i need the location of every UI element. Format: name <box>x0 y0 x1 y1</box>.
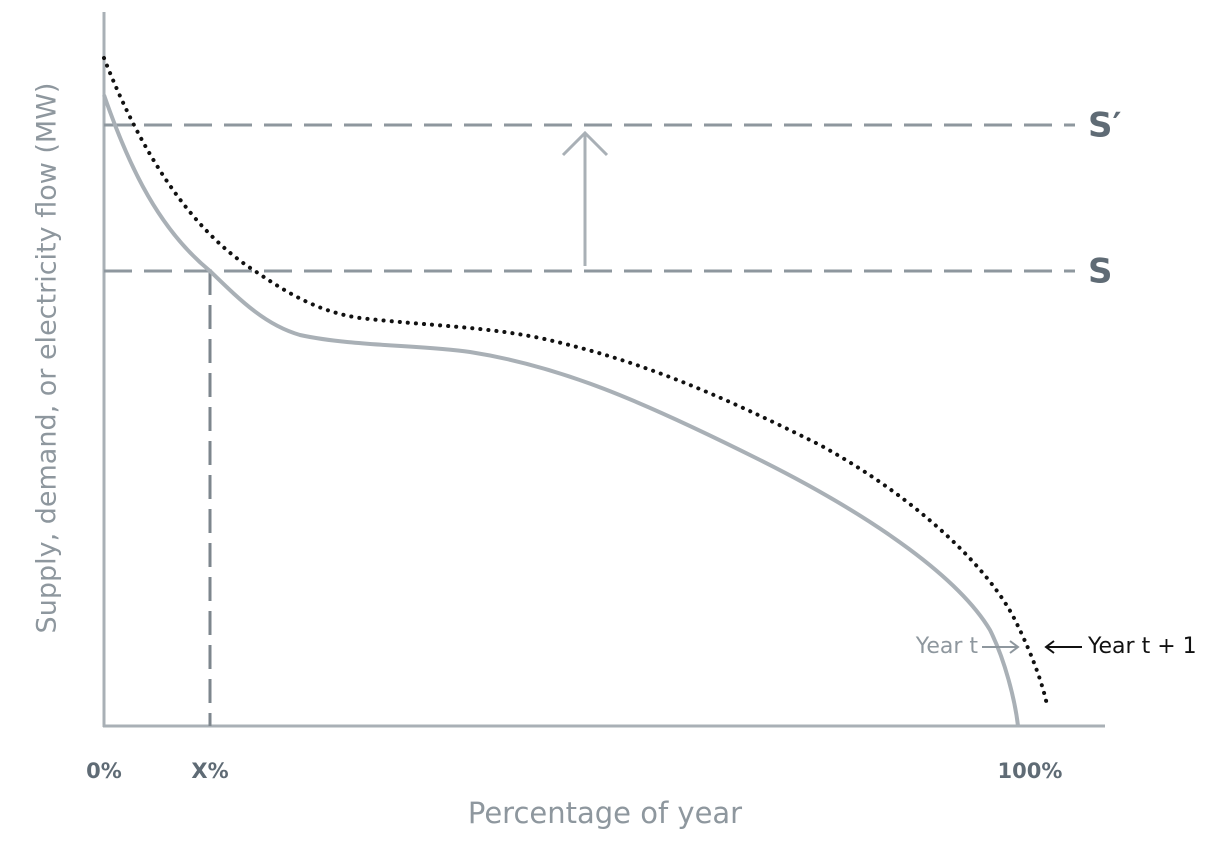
x-tick-label: 100% <box>998 759 1063 783</box>
x-axis-label: Percentage of year <box>468 796 742 830</box>
x-tick-label: X% <box>191 759 228 783</box>
shift-arrow <box>561 130 609 266</box>
y-axis-label: Supply, demand, or electricity flow (MW) <box>32 83 63 634</box>
curve-pointer <box>1044 640 1082 654</box>
curve-year-t1 <box>102 56 1049 707</box>
line-label: S′ <box>1088 106 1121 146</box>
curve-label: Year t <box>915 634 979 659</box>
curve-pointer <box>982 640 1020 654</box>
curve-year-t <box>102 94 1020 727</box>
curve-label: Year t + 1 <box>1087 634 1197 659</box>
x-tick-label: 0% <box>86 759 122 783</box>
line-label: S <box>1088 252 1113 292</box>
